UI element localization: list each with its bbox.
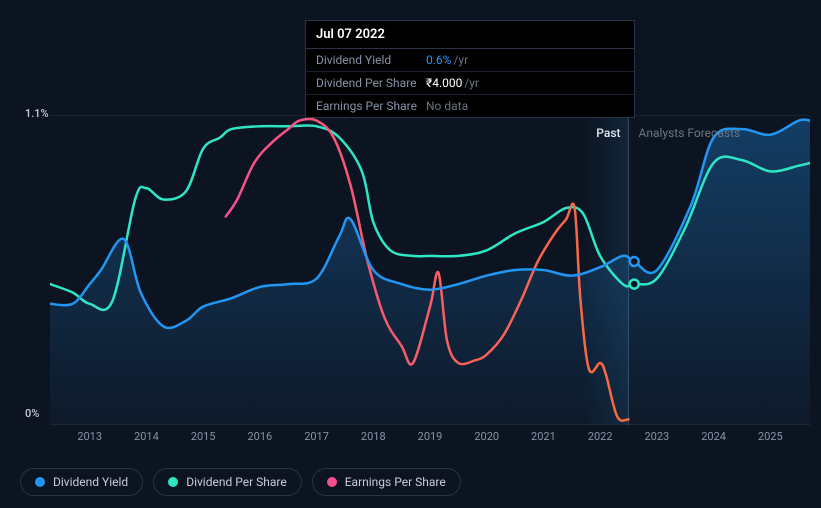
legend-label: Dividend Per Share <box>186 475 287 489</box>
y-axis-max: 1.1% <box>25 107 49 120</box>
tooltip-value: 0.6%/yr <box>426 53 468 67</box>
tooltip-label: Earnings Per Share <box>316 99 426 113</box>
legend-swatch <box>35 477 45 487</box>
chart-container: 1.1% 0% PastAnalysts Forecasts 201320142… <box>20 105 811 445</box>
tooltip-row: Dividend Per Share ₹4.000/yr <box>306 72 634 95</box>
tooltip-row: Earnings Per Share No data <box>306 95 634 117</box>
x-tick: 2024 <box>701 430 726 443</box>
tooltip-value: No data <box>426 99 468 113</box>
legend: Dividend Yield Dividend Per Share Earnin… <box>20 468 461 496</box>
x-tick: 2020 <box>474 430 499 443</box>
tooltip-date: Jul 07 2022 <box>306 21 634 49</box>
x-tick: 2016 <box>247 430 272 443</box>
tooltip-row: Dividend Yield 0.6%/yr <box>306 49 634 72</box>
x-tick: 2025 <box>758 430 783 443</box>
legend-swatch <box>168 477 178 487</box>
tooltip-value: ₹4.000/yr <box>426 76 479 90</box>
tooltip-label: Dividend Per Share <box>316 76 426 90</box>
x-tick: 2013 <box>77 430 102 443</box>
legend-swatch <box>327 477 337 487</box>
x-tick: 2019 <box>418 430 443 443</box>
legend-label: Earnings Per Share <box>345 475 446 489</box>
x-tick: 2014 <box>134 430 159 443</box>
x-tick: 2015 <box>191 430 216 443</box>
tooltip-label: Dividend Yield <box>316 53 426 67</box>
x-tick: 2023 <box>644 430 669 443</box>
x-tick: 2021 <box>531 430 556 443</box>
svg-text:Analysts Forecasts: Analysts Forecasts <box>639 126 741 140</box>
svg-text:Past: Past <box>596 126 620 140</box>
legend-item-dividend-yield[interactable]: Dividend Yield <box>20 468 143 496</box>
tooltip-panel: Jul 07 2022 Dividend Yield 0.6%/yr Divid… <box>305 20 635 118</box>
legend-item-dividend-per-share[interactable]: Dividend Per Share <box>153 468 302 496</box>
plot-area[interactable]: Past Analysts Forecasts <box>50 115 810 425</box>
legend-label: Dividend Yield <box>53 475 128 489</box>
x-tick: 2022 <box>588 430 613 443</box>
y-axis-min: 0% <box>25 407 39 420</box>
x-tick: 2018 <box>361 430 386 443</box>
x-axis: 2013 2014 2015 2016 2017 2018 2019 2020 2021 2022… <box>50 430 810 448</box>
legend-item-earnings-per-share[interactable]: Earnings Per Share <box>312 468 461 496</box>
x-tick: 2017 <box>304 430 329 443</box>
